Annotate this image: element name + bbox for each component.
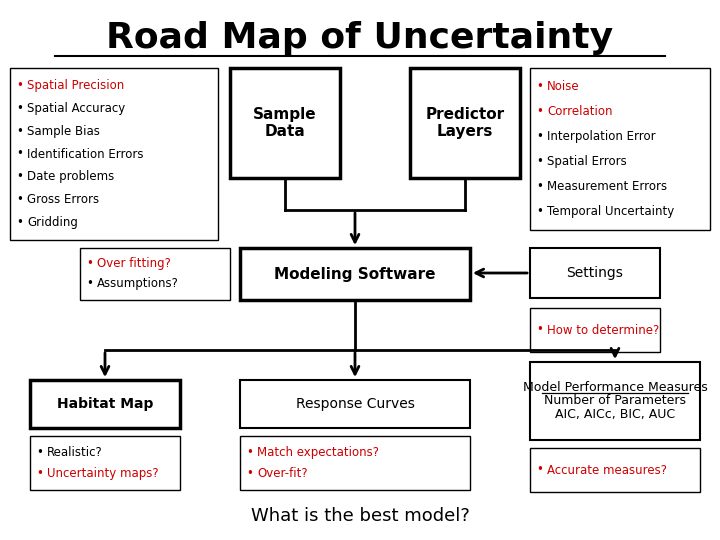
Bar bbox=[530, 248, 660, 298]
Text: Gridding: Gridding bbox=[27, 216, 78, 229]
Bar bbox=[530, 68, 710, 230]
Text: What is the best model?: What is the best model? bbox=[251, 507, 469, 525]
Text: •: • bbox=[16, 147, 23, 160]
Text: •: • bbox=[16, 102, 23, 115]
Text: •: • bbox=[86, 278, 93, 291]
Bar bbox=[230, 68, 340, 178]
Text: •: • bbox=[536, 80, 543, 93]
Text: Over-fit?: Over-fit? bbox=[257, 467, 307, 480]
Text: Data: Data bbox=[265, 124, 305, 139]
Text: •: • bbox=[536, 130, 543, 143]
Text: Spatial Errors: Spatial Errors bbox=[547, 155, 626, 168]
Bar bbox=[530, 448, 700, 492]
Text: Settings: Settings bbox=[567, 266, 624, 280]
Text: Noise: Noise bbox=[547, 80, 580, 93]
Text: •: • bbox=[536, 323, 543, 336]
Text: Realistic?: Realistic? bbox=[47, 446, 103, 459]
Text: Modeling Software: Modeling Software bbox=[274, 267, 436, 281]
Bar bbox=[30, 436, 180, 490]
Text: •: • bbox=[536, 463, 543, 476]
Text: •: • bbox=[536, 105, 543, 118]
Text: Uncertainty maps?: Uncertainty maps? bbox=[47, 467, 158, 480]
Bar bbox=[80, 248, 230, 300]
Text: •: • bbox=[36, 446, 43, 459]
Text: •: • bbox=[16, 170, 23, 184]
Text: •: • bbox=[36, 467, 43, 480]
Bar bbox=[240, 436, 470, 490]
Text: Number of Parameters: Number of Parameters bbox=[544, 395, 686, 408]
Text: Spatial Precision: Spatial Precision bbox=[27, 79, 125, 92]
Text: Sample: Sample bbox=[253, 107, 317, 122]
Bar bbox=[240, 248, 470, 300]
Text: Match expectations?: Match expectations? bbox=[257, 446, 379, 459]
Text: Spatial Accuracy: Spatial Accuracy bbox=[27, 102, 125, 115]
Text: •: • bbox=[536, 155, 543, 168]
Text: •: • bbox=[16, 216, 23, 229]
Bar bbox=[30, 380, 180, 428]
Text: Gross Errors: Gross Errors bbox=[27, 193, 99, 206]
Text: Interpolation Error: Interpolation Error bbox=[547, 130, 656, 143]
Text: •: • bbox=[16, 79, 23, 92]
Text: •: • bbox=[86, 258, 93, 271]
Bar bbox=[240, 380, 470, 428]
Bar bbox=[410, 68, 520, 178]
Text: Accurate measures?: Accurate measures? bbox=[547, 463, 667, 476]
Text: •: • bbox=[16, 125, 23, 138]
Text: Measurement Errors: Measurement Errors bbox=[547, 180, 667, 193]
Text: Response Curves: Response Curves bbox=[296, 397, 415, 411]
Text: Layers: Layers bbox=[437, 124, 493, 139]
Text: Temporal Uncertainty: Temporal Uncertainty bbox=[547, 205, 674, 218]
Text: Date problems: Date problems bbox=[27, 170, 114, 184]
Text: •: • bbox=[246, 467, 253, 480]
Bar bbox=[530, 362, 700, 440]
Text: Habitat Map: Habitat Map bbox=[57, 397, 153, 411]
Text: Sample Bias: Sample Bias bbox=[27, 125, 100, 138]
Text: •: • bbox=[16, 193, 23, 206]
Text: •: • bbox=[536, 180, 543, 193]
Text: Model Performance Measures: Model Performance Measures bbox=[523, 381, 707, 394]
Text: Over fitting?: Over fitting? bbox=[97, 258, 171, 271]
Text: Road Map of Uncertainty: Road Map of Uncertainty bbox=[107, 21, 613, 55]
Text: Assumptions?: Assumptions? bbox=[97, 278, 179, 291]
Bar bbox=[10, 68, 218, 240]
Text: AIC, AICc, BIC, AUC: AIC, AICc, BIC, AUC bbox=[555, 408, 675, 421]
Text: Predictor: Predictor bbox=[426, 107, 505, 122]
Text: Identification Errors: Identification Errors bbox=[27, 147, 143, 160]
Text: Correlation: Correlation bbox=[547, 105, 613, 118]
Text: How to determine?: How to determine? bbox=[547, 323, 660, 336]
Text: •: • bbox=[246, 446, 253, 459]
Bar bbox=[530, 308, 660, 352]
Text: •: • bbox=[536, 205, 543, 218]
